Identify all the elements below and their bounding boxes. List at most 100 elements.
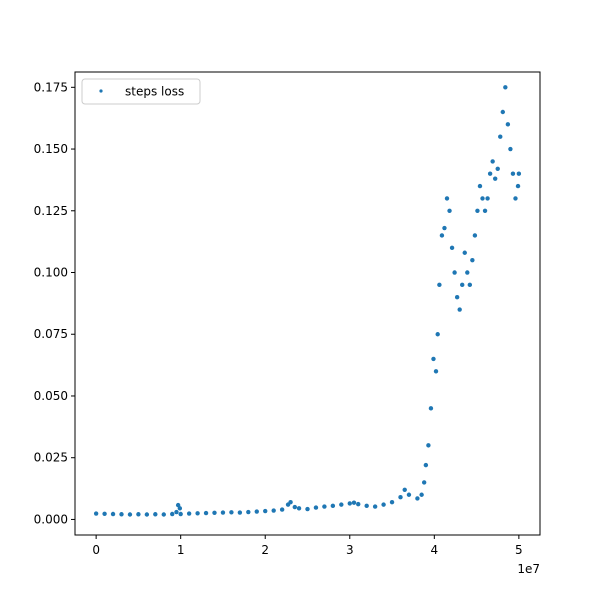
data-point [305,506,310,512]
data-point [212,510,217,515]
data-point [467,282,473,288]
data-point [127,512,133,517]
data-point [195,511,200,516]
data-point [177,506,183,511]
data-point [475,208,480,213]
data-point [263,508,268,514]
data-point [452,270,457,275]
data-point [423,462,429,468]
data-point [347,501,352,506]
data-point [513,196,518,201]
data-point [508,146,513,152]
data-point [389,499,395,505]
x-tick-label: 3 [346,543,354,557]
x-axis-offset-label: 1e7 [517,562,540,576]
data-point [339,502,344,507]
data-point [421,480,427,485]
data-point [510,171,516,176]
data-point [480,196,485,201]
data-point [351,500,357,505]
data-point [288,499,293,505]
data-point [485,196,490,201]
data-point [153,512,158,517]
data-point [465,270,470,275]
y-tick-label: 0.125 [34,204,68,218]
legend: steps loss [81,78,201,105]
data-point [462,250,467,255]
data-point [516,171,522,176]
data-point [482,208,488,213]
y-tick-label: 0.025 [34,451,68,465]
data-point [447,208,452,213]
data-point [428,406,434,411]
legend-label: steps loss [125,85,184,99]
data-point [246,509,251,515]
data-point [398,495,403,500]
y-tick-label: 0.150 [34,142,68,156]
data-point [381,502,386,507]
data-point [433,369,439,374]
data-point [271,508,276,513]
data-point [442,225,447,231]
data-point [439,233,445,238]
data-point [330,503,336,509]
x-tick-label: 4 [430,543,438,557]
data-point [406,492,412,497]
data-point [229,510,234,515]
y-tick-label: 0.075 [34,327,68,341]
data-point [449,245,455,251]
data-point [203,510,209,516]
data-point [170,511,175,517]
data-point [220,510,226,515]
data-point [292,504,298,510]
data-point [435,332,440,337]
data-point [93,511,99,516]
data-point [515,183,521,189]
data-point [178,511,183,517]
data-point [237,510,243,515]
data-point [498,134,503,139]
data-point [431,356,436,362]
y-axis: 0.000 0.025 0.050 0.075 0.100 0.125 0.150 0.175 [34,80,75,526]
legend-box [81,78,201,105]
data-point [402,487,407,493]
data-points [93,85,522,517]
y-tick-label: 0.050 [34,389,68,403]
x-tick-label: 5 [515,543,523,557]
data-point [102,511,107,516]
x-tick-label: 1 [177,543,185,557]
data-point [490,159,495,164]
data-point [444,196,450,201]
data-point [356,501,361,507]
data-point [161,512,166,517]
data-point [457,307,462,312]
data-point [296,506,302,511]
data-point [279,507,285,512]
x-tick-label: 0 [92,543,100,557]
data-point [492,176,498,181]
data-point [136,512,141,517]
y-tick-label: 0.100 [34,266,68,280]
data-point [364,503,369,509]
data-point [119,512,124,517]
data-point [144,512,150,517]
data-point [472,233,478,238]
data-point [503,85,508,90]
data-point [470,257,475,263]
data-point [505,122,511,127]
y-tick-label: 0.175 [34,80,68,94]
data-point [174,509,179,515]
data-point [322,504,327,509]
data-point [454,295,460,300]
data-point [460,282,465,288]
data-point [415,496,420,501]
data-point [186,511,192,516]
x-tick-label: 2 [261,543,269,557]
data-point [477,183,483,189]
legend-marker [99,89,103,93]
data-point [254,509,259,514]
plot-frame [74,71,541,536]
x-axis: 0 1 2 3 4 5 [92,535,523,557]
data-point [426,443,431,448]
